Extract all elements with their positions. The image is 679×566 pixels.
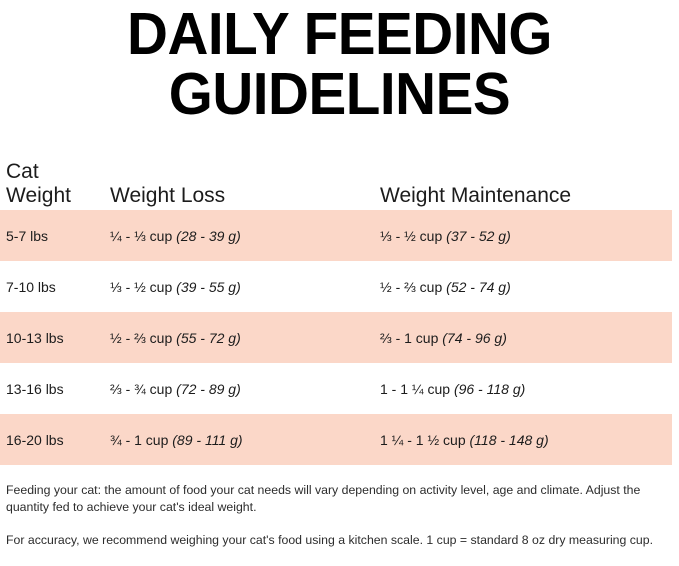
cell-weight-maintenance: ½ - ⅔ cup (52 - 74 g)	[380, 278, 511, 295]
footnotes: Feeding your cat: the amount of food you…	[0, 482, 679, 549]
table-row: 7-10 lbs ⅓ - ½ cup (39 - 55 g) ½ - ⅔ cup…	[0, 261, 672, 312]
feeding-guidelines-table: Cat Weight Weight Loss Weight Maintenanc…	[0, 145, 679, 465]
cell-weight-loss: ½ - ⅔ cup (55 - 72 g)	[110, 329, 241, 346]
cell-weight-loss: ⅓ - ½ cup (39 - 55 g)	[110, 278, 241, 295]
cell-weight-maintenance: ⅔ - 1 cup (74 - 96 g)	[380, 329, 507, 346]
cell-cat-weight: 5-7 lbs	[6, 227, 49, 244]
table-row: 16-20 lbs ¾ - 1 cup (89 - 111 g) 1 ¼ - 1…	[0, 414, 672, 465]
page-title-line-2: GUIDELINES	[168, 61, 511, 127]
column-header-cat-weight-line-2: Weight	[6, 184, 71, 207]
cell-weight-loss: ⅔ - ¾ cup (72 - 89 g)	[110, 380, 241, 397]
column-header-cat-weight-line-1: Cat	[6, 160, 39, 183]
footnote-feeding-note: Feeding your cat: the amount of food you…	[6, 483, 641, 514]
table-header-row: Cat Weight Weight Loss Weight Maintenanc…	[0, 145, 672, 210]
column-header-weight-maintenance: Weight Maintenance	[380, 184, 572, 207]
table-row: 5-7 lbs ¼ - ⅓ cup (28 - 39 g) ⅓ - ½ cup …	[0, 210, 672, 261]
page-title: DAILY FEEDING GUIDELINES	[0, 0, 679, 124]
table-row: 13-16 lbs ⅔ - ¾ cup (72 - 89 g) 1 - 1 ¼ …	[0, 363, 672, 414]
column-header-cat-weight: Cat Weight	[0, 160, 110, 210]
column-header-weight-loss: Weight Loss	[110, 184, 226, 207]
cell-weight-maintenance: 1 - 1 ¼ cup (96 - 118 g)	[380, 380, 526, 397]
cell-cat-weight: 16-20 lbs	[6, 431, 64, 448]
cell-weight-loss: ¾ - 1 cup (89 - 111 g)	[110, 431, 243, 448]
cell-cat-weight: 7-10 lbs	[6, 278, 56, 295]
table-row: 10-13 lbs ½ - ⅔ cup (55 - 72 g) ⅔ - 1 cu…	[0, 312, 672, 363]
cell-weight-loss: ¼ - ⅓ cup (28 - 39 g)	[110, 227, 241, 244]
page-title-line-1: DAILY FEEDING	[127, 1, 552, 67]
cell-weight-maintenance: 1 ¼ - 1 ½ cup (118 - 148 g)	[380, 431, 549, 448]
cell-cat-weight: 13-16 lbs	[6, 380, 64, 397]
cell-cat-weight: 10-13 lbs	[6, 329, 64, 346]
footnote-accuracy-note: For accuracy, we recommend weighing your…	[6, 533, 654, 547]
cell-weight-maintenance: ⅓ - ½ cup (37 - 52 g)	[380, 227, 511, 244]
